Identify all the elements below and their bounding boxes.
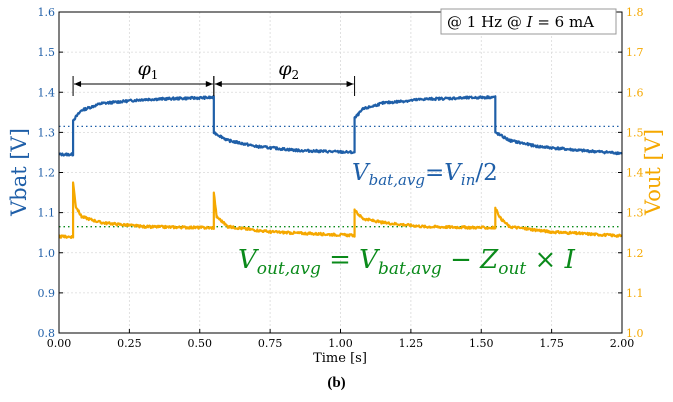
arrowhead-right-icon xyxy=(346,81,354,87)
condition-text: @ 1 Hz @ I = 6 mA xyxy=(447,13,594,31)
reference-lines xyxy=(59,125,622,228)
x-tick-label: 1.50 xyxy=(469,337,494,350)
y-ticks-right: 1.0 1.1 1.2 1.3 1.4 1.5 1.6 1.7 1.8 xyxy=(618,6,644,340)
y-tick-label-right: 1.5 xyxy=(626,126,644,139)
series-left-line xyxy=(58,95,623,157)
phase-label-2: φ2 xyxy=(278,58,299,82)
arrowhead-left-icon xyxy=(214,81,222,87)
x-tick-label: 0.25 xyxy=(117,337,142,350)
y-tick-label-right: 1.3 xyxy=(626,207,644,220)
x-tick-label: 0.50 xyxy=(188,337,213,350)
figure-caption: (b) xyxy=(327,375,346,391)
y-tick-label-left: 0.9 xyxy=(38,287,56,300)
x-axis-label: Time [s] xyxy=(313,351,367,366)
phase-annotations: φ1 φ2 xyxy=(72,58,356,96)
y-tick-label-right: 1.8 xyxy=(626,6,644,19)
x-tick-label: 1.25 xyxy=(399,337,424,350)
y-tick-label-right: 1.0 xyxy=(626,327,644,340)
y-tick-label-right: 1.6 xyxy=(626,86,644,99)
y-axis-label-left: Vbat [V] xyxy=(7,128,31,217)
y-tick-label-left: 1.4 xyxy=(38,86,56,99)
y-tick-label-right: 1.4 xyxy=(626,167,644,180)
phase-label-1: φ1 xyxy=(137,58,158,82)
x-tick-label: 1.00 xyxy=(328,337,353,350)
y-tick-label-left: 1.2 xyxy=(38,167,56,180)
y-tick-label-left: 1.3 xyxy=(38,126,56,139)
arrowhead-left-icon xyxy=(74,81,82,87)
x-tick-label: 0.00 xyxy=(47,337,72,350)
y-tick-label-right: 1.2 xyxy=(626,247,644,260)
condition-box xyxy=(440,8,617,35)
y-tick-label-left: 1.6 xyxy=(38,6,56,19)
x-ticks: 0.00 0.25 0.50 0.75 1.00 1.25 1.50 1.75 2.00 xyxy=(47,329,635,350)
vout-avg-label: Vout,avg = Vbat,avg − Zout × I xyxy=(238,245,576,279)
vbat-avg-label: Vbat,avg=Vin/2 xyxy=(352,160,498,189)
y-tick-label-right: 1.1 xyxy=(626,287,644,300)
x-tick-label: 0.75 xyxy=(258,337,283,350)
x-tick-label: 2.00 xyxy=(610,337,635,350)
y-tick-label-left: 1.1 xyxy=(38,207,56,220)
y-tick-label-left: 0.8 xyxy=(38,327,56,340)
series-right-line xyxy=(58,181,623,239)
y-tick-label-left: 1.5 xyxy=(38,46,56,59)
x-tick-label: 1.75 xyxy=(539,337,564,350)
y-axis-label-right: Vout [V] xyxy=(641,129,665,216)
y-ticks-left: 0.8 0.9 1.0 1.1 1.2 1.3 1.4 1.5 1.6 xyxy=(38,6,63,340)
series-group xyxy=(58,95,623,239)
y-tick-label-right: 1.7 xyxy=(626,46,644,59)
y-tick-label-left: 1.0 xyxy=(38,247,56,260)
arrowhead-right-icon xyxy=(205,81,213,87)
